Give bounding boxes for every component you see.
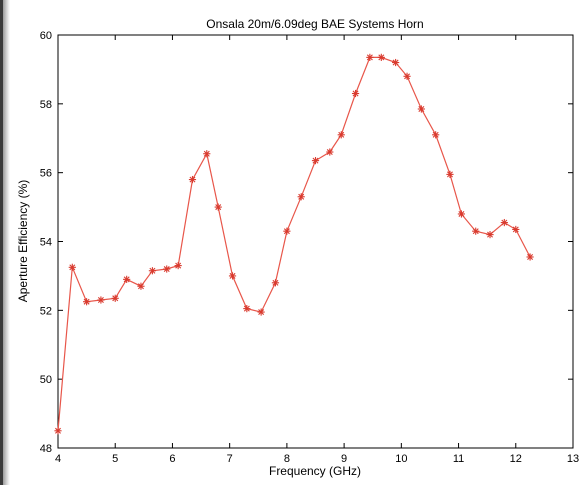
data-point-stroke xyxy=(366,54,373,61)
markers-layer xyxy=(54,53,534,435)
x-tick-label: 12 xyxy=(510,453,522,465)
data-point xyxy=(54,427,62,435)
data-point-stroke xyxy=(446,171,453,178)
data-point-stroke xyxy=(458,210,465,217)
data-point-stroke xyxy=(512,226,519,233)
data-point xyxy=(257,308,265,316)
data-point xyxy=(297,193,305,201)
data-point xyxy=(123,275,131,283)
y-tick-label: 52 xyxy=(40,305,52,317)
data-point xyxy=(500,218,508,227)
data-point-stroke xyxy=(137,283,144,290)
data-point-stroke xyxy=(501,219,508,226)
data-point-stroke xyxy=(418,106,425,112)
data-point xyxy=(311,157,320,165)
x-tick-label: 7 xyxy=(227,453,233,465)
plot-area xyxy=(57,34,574,449)
data-point xyxy=(526,253,534,261)
data-point xyxy=(174,261,182,270)
x-tick-label: 13 xyxy=(567,453,579,465)
data-point xyxy=(163,265,171,273)
data-point xyxy=(271,279,280,287)
data-point xyxy=(83,298,91,306)
data-point xyxy=(457,210,466,218)
data-point-stroke xyxy=(163,266,170,273)
data-point xyxy=(203,150,211,158)
data-point-stroke xyxy=(112,295,119,302)
data-point xyxy=(283,227,291,235)
data-point xyxy=(432,131,440,139)
data-point xyxy=(326,148,334,156)
y-tick-label: 54 xyxy=(40,237,52,249)
data-point-stroke xyxy=(123,276,130,283)
data-point xyxy=(446,170,454,178)
data-point xyxy=(512,225,520,234)
x-tick-label: 8 xyxy=(284,453,290,465)
data-point xyxy=(214,203,222,211)
data-point xyxy=(366,53,374,61)
data-point xyxy=(148,267,157,275)
data-point-stroke xyxy=(472,228,479,235)
data-point-stroke xyxy=(527,254,534,260)
data-point xyxy=(68,263,76,271)
data-point-stroke xyxy=(149,267,156,274)
data-point xyxy=(417,105,425,113)
data-point-stroke xyxy=(432,131,439,138)
y-tick-label: 60 xyxy=(40,30,52,42)
window-edge xyxy=(0,0,10,485)
x-axis-label: Frequency (GHz) xyxy=(269,464,361,478)
data-point-stroke xyxy=(189,176,196,183)
chart-title: Onsala 20m/6.09deg BAE Systems Horn xyxy=(206,17,423,31)
data-point-stroke xyxy=(229,272,236,279)
data-point xyxy=(351,89,360,98)
data-point-stroke xyxy=(175,262,182,269)
y-tick-label: 48 xyxy=(40,443,52,455)
x-tick-label: 9 xyxy=(341,453,347,465)
data-point xyxy=(337,131,345,139)
data-point xyxy=(403,72,411,80)
data-point-stroke xyxy=(69,264,76,271)
data-point xyxy=(377,53,385,61)
y-tick-label: 58 xyxy=(40,99,52,111)
data-point-stroke xyxy=(487,231,494,238)
data-point-stroke xyxy=(258,309,265,316)
data-point-stroke xyxy=(326,149,333,155)
x-tick-label: 4 xyxy=(55,453,61,465)
data-point-stroke xyxy=(404,73,411,80)
data-point-stroke xyxy=(312,157,319,164)
data-point xyxy=(472,227,480,235)
data-point xyxy=(392,58,400,67)
x-tick-label: 6 xyxy=(169,453,175,465)
y-axis-label: Aperture Efficiency (%) xyxy=(16,180,30,303)
data-point-stroke xyxy=(392,59,399,66)
data-point xyxy=(188,175,197,184)
data-point-stroke xyxy=(338,131,345,138)
data-point-stroke xyxy=(283,228,290,235)
x-tick-label: 11 xyxy=(453,453,464,465)
data-point xyxy=(137,282,145,290)
data-point xyxy=(97,296,105,304)
data-point-stroke xyxy=(352,90,359,97)
y-tick-label: 50 xyxy=(40,374,52,386)
data-point-stroke xyxy=(378,54,385,61)
data-point-stroke xyxy=(203,150,210,157)
x-tick-label: 5 xyxy=(112,453,118,465)
data-point-stroke xyxy=(215,204,222,211)
y-tick-label: 56 xyxy=(40,168,52,180)
data-point xyxy=(228,272,237,280)
data-point-stroke xyxy=(55,427,61,434)
data-point-stroke xyxy=(97,297,104,303)
data-point-stroke xyxy=(243,305,250,312)
x-tick-label: 10 xyxy=(395,453,407,465)
data-point xyxy=(243,305,251,313)
data-point xyxy=(486,231,494,239)
data-point-stroke xyxy=(272,279,279,286)
data-point-stroke xyxy=(298,193,305,200)
data-point xyxy=(111,294,119,302)
data-point-stroke xyxy=(83,298,90,305)
series-line xyxy=(57,56,531,431)
